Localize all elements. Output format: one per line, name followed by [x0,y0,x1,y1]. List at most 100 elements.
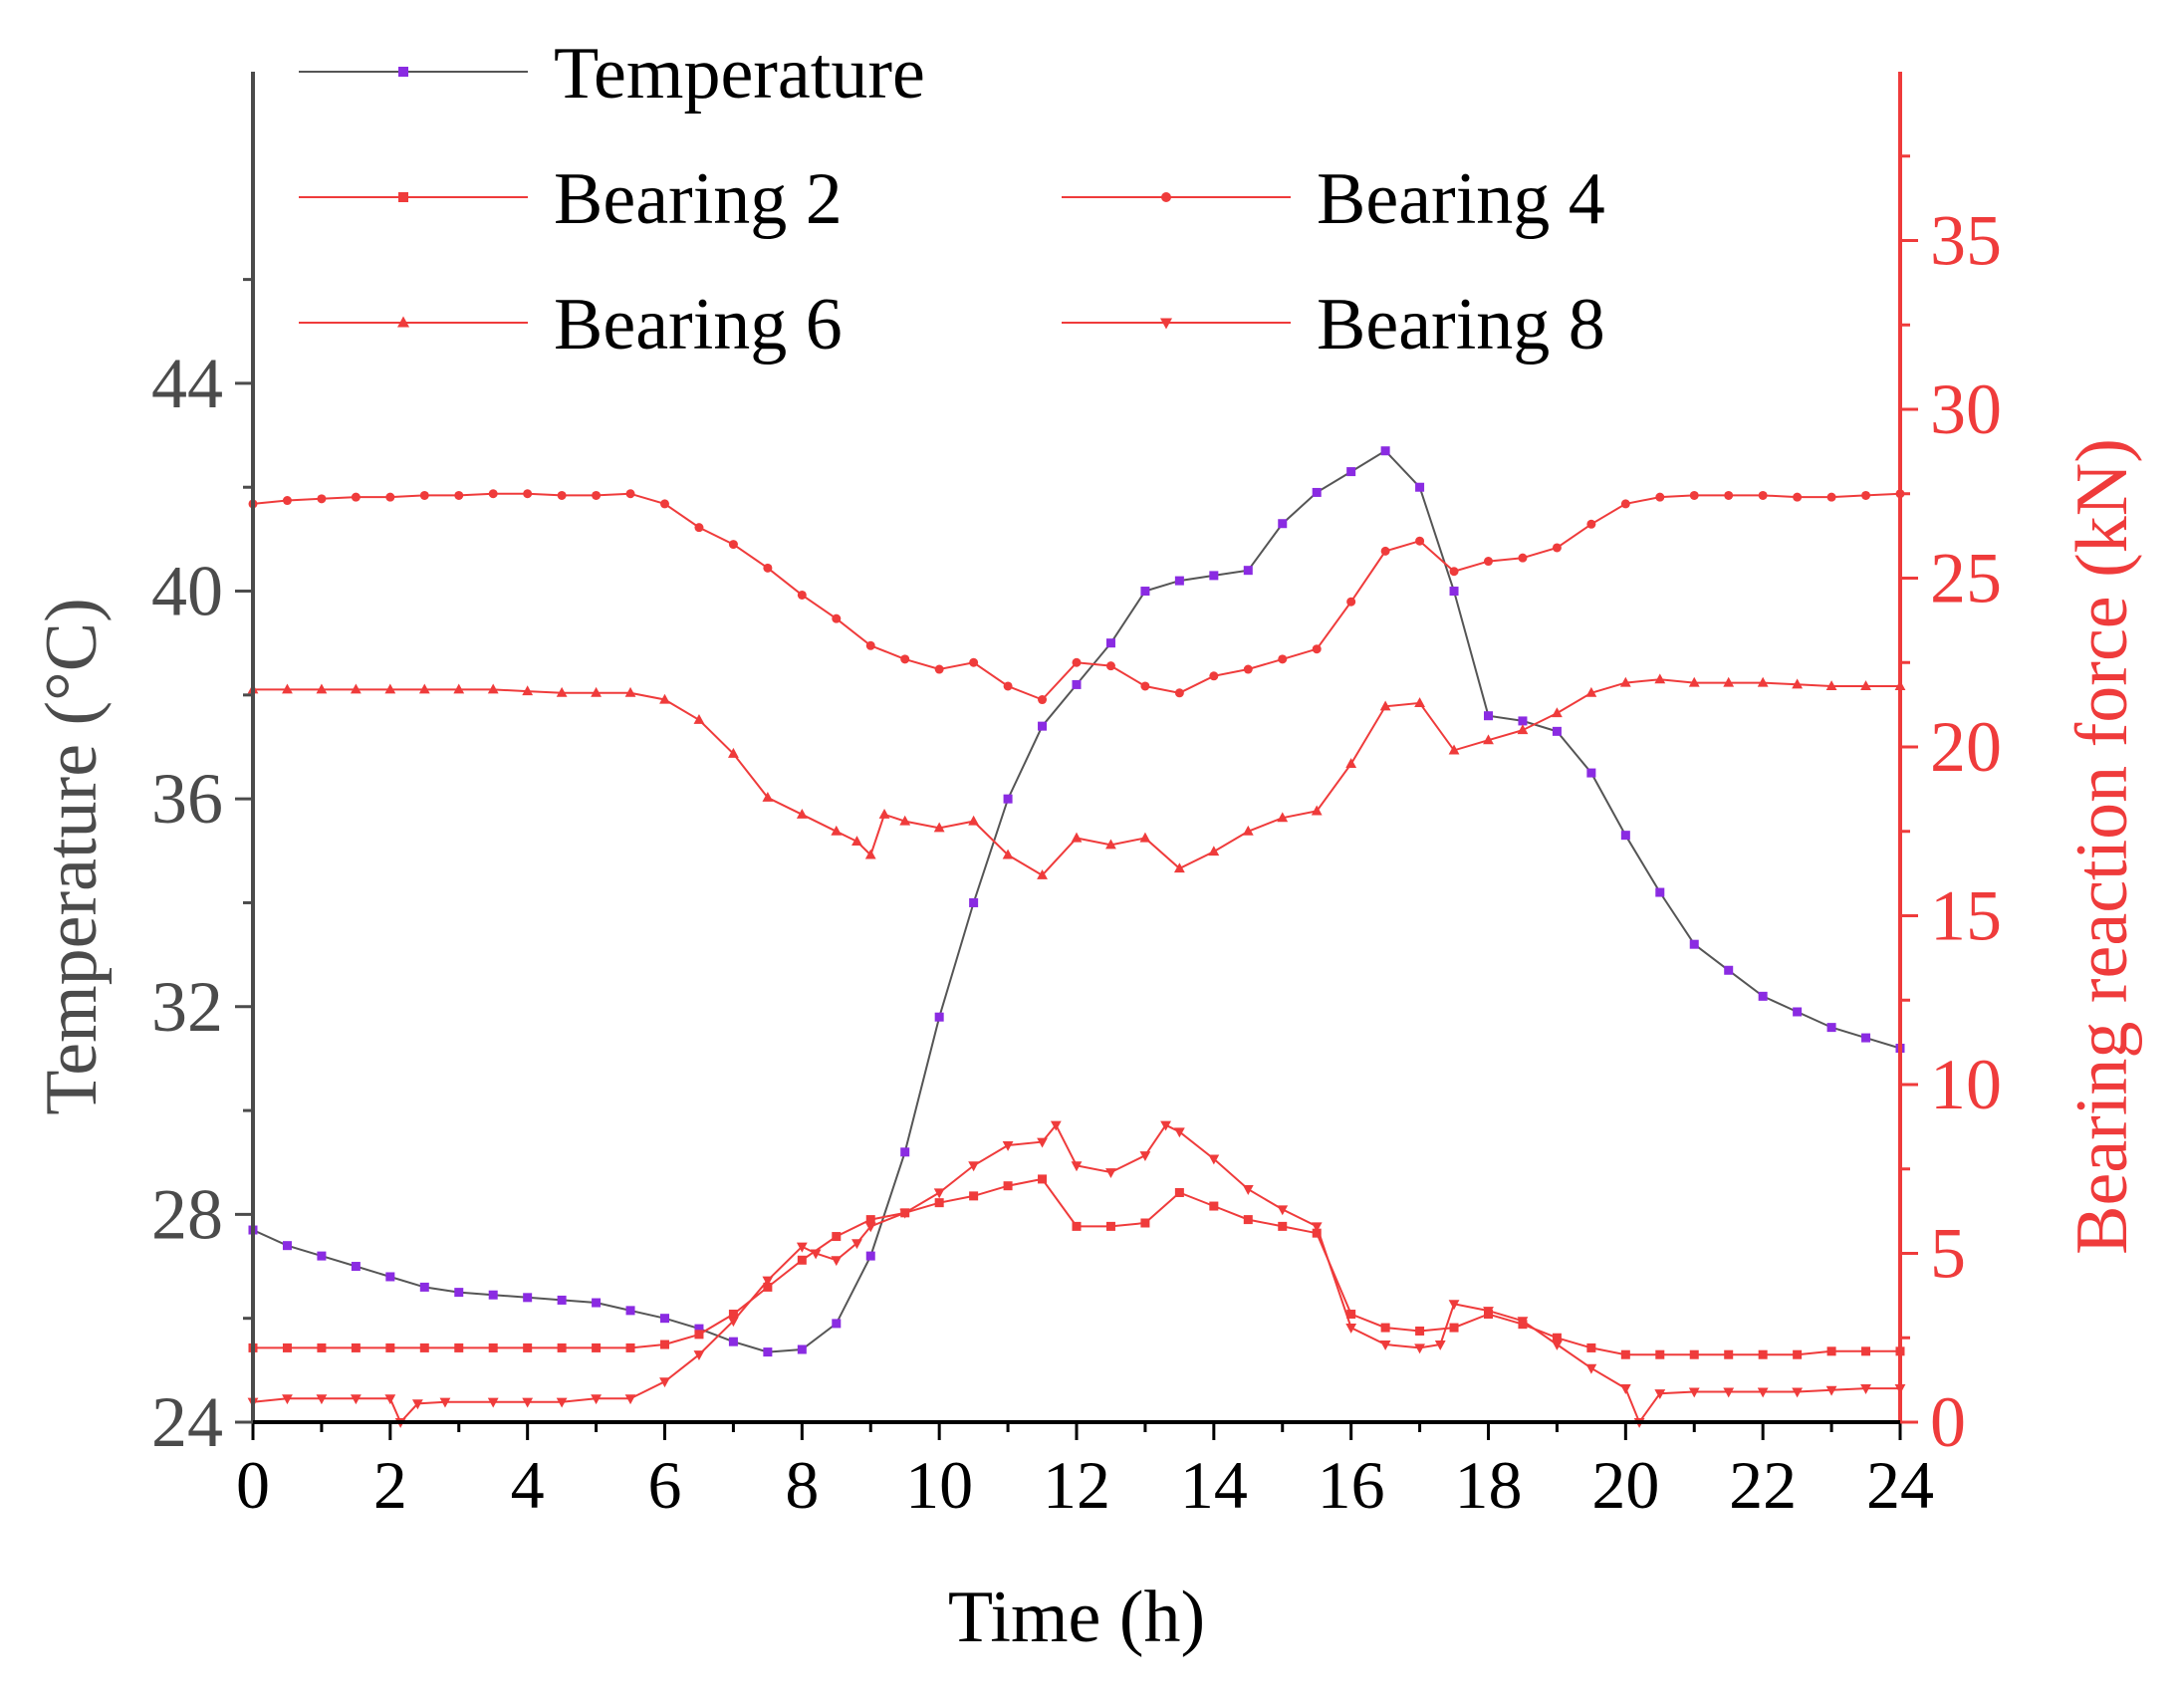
data-point [1105,1221,1115,1231]
data-point [1380,546,1390,556]
data-point [1655,492,1665,502]
legend-item-temperature: Temperature [299,33,925,115]
data-point [1038,1174,1048,1184]
data-point [282,1394,293,1405]
data-point [693,714,705,724]
series-line [252,492,1901,701]
data-point [1140,1218,1150,1228]
y2-axis-label: Bearing reaction force (kN) [2061,438,2143,1255]
series-bearing-8 [247,1120,1906,1428]
data-point [1173,1127,1185,1138]
data-point [1826,492,1836,502]
data-point [1518,716,1528,726]
data-point [385,1342,395,1352]
data-point [1552,726,1562,736]
data-point [1140,681,1150,691]
data-point [1346,467,1356,477]
data-point [1723,676,1735,687]
y-tick-label: 36 [151,759,223,839]
data-point [1160,1120,1171,1131]
series-temperature [248,446,1905,1357]
data-point [900,654,910,664]
data-point [1379,700,1391,711]
data-point [282,1342,292,1352]
data-point [728,1317,739,1328]
data-point [1312,1228,1322,1238]
data-point [439,1397,451,1408]
legend-label: Bearing 6 [554,284,843,366]
data-point [1792,678,1804,689]
data-point [1278,519,1288,529]
y-tick-label: 40 [151,552,223,631]
data-point [1826,1346,1836,1356]
data-point [1585,686,1597,697]
data-point [694,1324,704,1334]
data-point [1449,587,1459,597]
data-point [1825,1385,1837,1396]
y-tick-label: 28 [151,1174,223,1254]
data-point [728,1310,738,1320]
data-point [864,1222,876,1233]
data-point [1105,661,1115,671]
data-point [1277,812,1289,823]
x-tick-label: 10 [905,1447,973,1523]
legend-label: Bearing 4 [1317,158,1605,240]
data-point [1242,1185,1254,1195]
data-point [1072,679,1082,689]
data-point [1860,680,1871,691]
data-point [385,1272,395,1282]
data-point [1552,543,1562,553]
data-point [763,563,773,573]
data-point [592,490,602,500]
data-point [1105,839,1116,850]
data-point [900,1147,910,1157]
data-point [488,1342,498,1352]
data-point [419,1342,429,1352]
data-point [1278,1221,1288,1231]
x-tick-label: 2 [373,1447,407,1523]
data-point [865,1251,875,1261]
data-point [1174,1187,1184,1197]
data-point [763,1347,773,1357]
data-point [693,1350,705,1361]
data-point [969,657,979,667]
data-point [1277,1205,1289,1216]
data-point [453,683,465,694]
data-point [832,1232,842,1242]
data-point [1174,576,1184,586]
legend-marker [398,192,408,202]
data-point [1002,849,1014,859]
data-point [317,1342,327,1352]
data-point [1757,1387,1769,1398]
data-point [1483,734,1494,745]
data-point [419,1282,429,1292]
series-bearing-6 [247,673,1906,879]
legend-marker [1160,318,1172,330]
data-point [557,490,567,500]
data-point [1379,1340,1391,1350]
data-point [1619,676,1631,687]
y2-tick-label: 10 [1930,1045,2002,1124]
legend-item-bearing-6: Bearing 6 [299,284,843,366]
data-point [694,523,704,533]
data-point [728,540,738,550]
data-point [864,849,876,859]
data-point [1139,1151,1151,1162]
plot-layer [247,446,1906,1428]
data-point [1757,676,1769,687]
x-tick-label: 6 [648,1447,682,1523]
data-point [1209,1201,1219,1211]
data-point [282,1241,292,1251]
data-point [1105,1168,1116,1178]
data-point [556,1397,568,1408]
data-point [1003,681,1013,691]
x-tick-label: 0 [236,1447,270,1523]
data-point [1173,862,1185,873]
y2-tick-label: 0 [1930,1382,1966,1462]
data-point [412,1399,423,1410]
y2-tick-label: 5 [1930,1214,1966,1294]
data-point [523,1293,533,1303]
data-point [1449,1323,1459,1333]
data-point [1758,1349,1768,1359]
data-point [1242,825,1254,836]
